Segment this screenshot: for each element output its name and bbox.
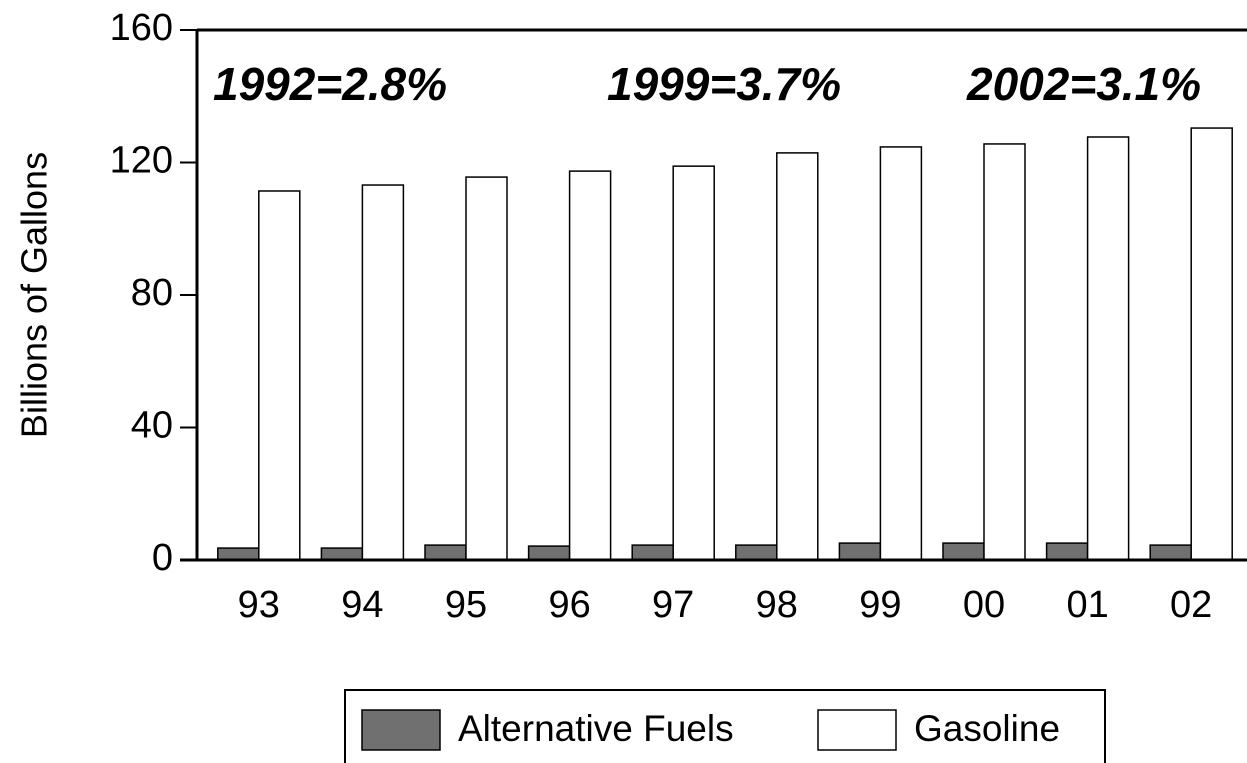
bar [258, 190, 301, 561]
x-tick-label: 95 [445, 584, 487, 626]
x-tick-label: 93 [238, 584, 280, 626]
y-tick-label: 0 [152, 537, 173, 579]
bar [983, 143, 1026, 561]
y-tick-label: 80 [131, 272, 173, 314]
bar [735, 544, 778, 561]
x-tick-label: 99 [859, 584, 901, 626]
x-tick-label: 96 [548, 584, 590, 626]
bar [527, 545, 571, 561]
legend-swatch [817, 709, 897, 751]
bar [942, 542, 985, 561]
legend-label: Gasoline [914, 708, 1060, 749]
bar [838, 542, 882, 561]
y-tick-label: 40 [131, 405, 173, 447]
y-tick-label: 120 [110, 140, 173, 182]
x-tick-label: 98 [756, 584, 798, 626]
x-tick-label: 00 [963, 584, 1005, 626]
bar [361, 184, 405, 561]
annotation: 1992=2.8% [213, 58, 447, 110]
bar [1149, 544, 1192, 561]
bar [672, 165, 715, 561]
bar [320, 547, 364, 561]
y-axis-title: Billions of Gallons [14, 152, 55, 438]
bar [465, 176, 508, 561]
bar [1045, 542, 1089, 561]
annotation: 2002=3.1% [966, 58, 1201, 110]
x-tick-label: 01 [1066, 584, 1108, 626]
x-tick-label: 94 [341, 584, 383, 626]
legend-label: Alternative Fuels [458, 708, 734, 749]
y-tick-label: 160 [110, 7, 173, 49]
bar [1086, 136, 1130, 561]
bar [879, 146, 923, 561]
x-tick-label: 97 [652, 584, 694, 626]
bar [568, 170, 612, 561]
annotation: 1999=3.7% [607, 58, 841, 110]
bar [1190, 127, 1233, 561]
bar [217, 547, 260, 561]
legend-box [344, 689, 1106, 763]
bar [424, 544, 467, 561]
bar [776, 152, 819, 561]
bar [631, 544, 674, 561]
legend-swatch [361, 709, 441, 751]
x-tick-label: 02 [1170, 584, 1212, 626]
